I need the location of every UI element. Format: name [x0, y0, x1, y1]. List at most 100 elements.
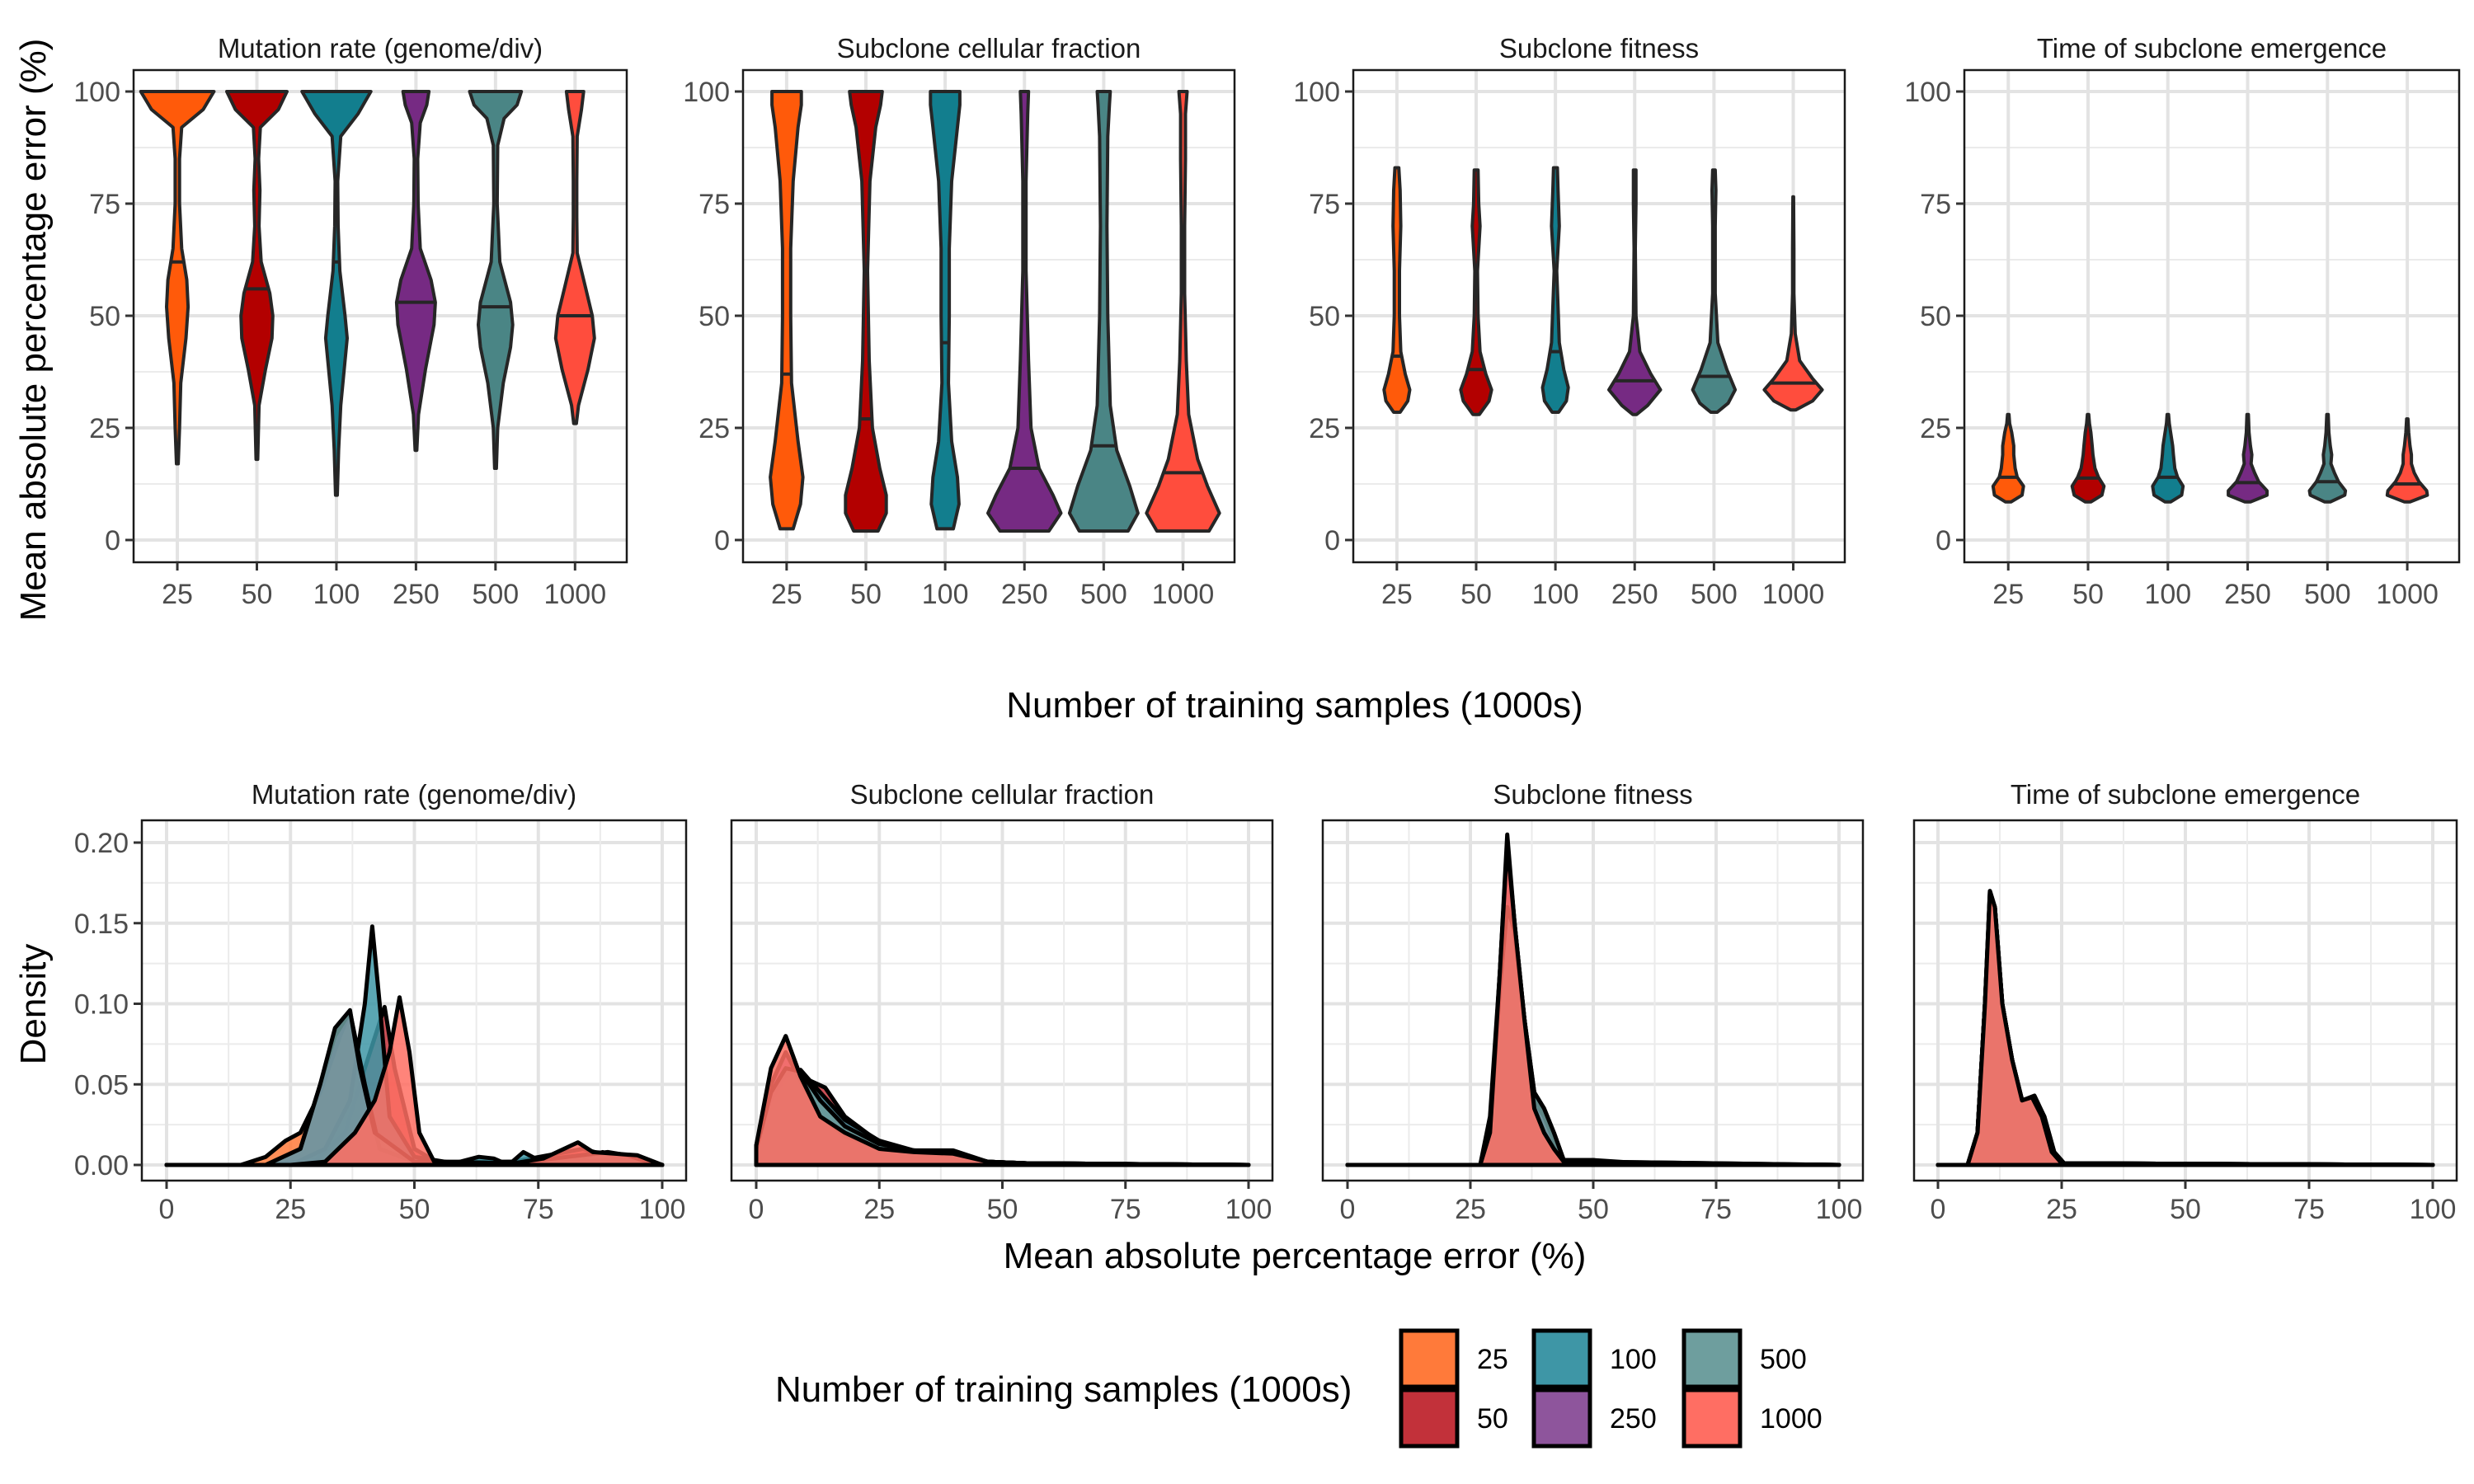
violin-50	[2070, 412, 2106, 504]
panel-title: Subclone cellular fraction	[850, 779, 1155, 810]
violin-panel-subclone-cellular-fraction: Subclone cellular fraction 0 25 50 75 100 25 50…	[683, 33, 1236, 610]
violin-100	[929, 90, 962, 531]
density-panel-mutation-rate-genome-div: Mutation rate (genome/div) 0.00 0.05 0.10 0.…	[74, 779, 688, 1225]
x-tick-label: 25	[771, 579, 802, 610]
panel-title: Subclone fitness	[1499, 33, 1699, 63]
legend-key-50	[1399, 1388, 1460, 1449]
violin-250	[1607, 168, 1663, 416]
x-tick-label: 50	[2170, 1194, 2201, 1225]
y-tick-label: 0.00	[74, 1150, 129, 1181]
density-panels: Mutation rate (genome/div) 0.00 0.05 0.10 0.…	[74, 779, 2458, 1225]
legend-key-100	[1531, 1328, 1592, 1389]
x-tick-label: 100	[2144, 579, 2191, 610]
y-tick-label: 0	[1935, 525, 1951, 556]
x-tick-label: 500	[1080, 579, 1127, 610]
bottom-x-axis-title: Mean absolute percentage error (%)	[1004, 1236, 1587, 1276]
x-tick-label: 0	[749, 1194, 764, 1225]
violin-1000	[1762, 195, 1824, 412]
x-tick-label: 25	[863, 1194, 895, 1225]
x-tick-label: 50	[987, 1194, 1018, 1225]
violin-500	[468, 90, 524, 470]
x-tick-label: 500	[472, 579, 519, 610]
legend-label: 100	[1610, 1344, 1657, 1375]
panel-title: Time of subclone emergence	[2011, 779, 2360, 810]
x-tick-label: 75	[1700, 1194, 1732, 1225]
x-tick-label: 50	[850, 579, 882, 610]
x-tick-label: 250	[393, 579, 440, 610]
y-tick-label: 100	[1293, 77, 1340, 108]
violin-100	[1540, 166, 1570, 414]
violin-25	[139, 90, 216, 466]
x-tick-label: 100	[2410, 1194, 2457, 1225]
y-tick-label: 75	[1309, 189, 1340, 220]
violin-100	[300, 90, 373, 497]
y-tick-label: 25	[1309, 413, 1340, 444]
y-tick-label: 50	[89, 301, 120, 332]
y-tick-label: 0.15	[74, 909, 129, 940]
violin-panel-subclone-fitness: Subclone fitness 0 25 50 75 100 25 50 100 250 500 1…	[1293, 33, 1846, 610]
y-tick-label: 75	[89, 189, 120, 220]
y-tick-label: 0.10	[74, 989, 129, 1021]
density-area-1000	[164, 995, 665, 1167]
x-tick-label: 100	[1816, 1194, 1863, 1225]
legend-label: 1000	[1760, 1403, 1823, 1435]
y-tick-label: 25	[1920, 413, 1951, 444]
violin-500	[1067, 90, 1140, 533]
violin-panel-time-of-subclone-emergence: Time of subclone emergence 0 25 50 75 100 25 50…	[1904, 33, 2461, 610]
x-tick-label: 75	[523, 1194, 554, 1225]
violin-250	[2227, 412, 2269, 504]
legend-label: 25	[1477, 1344, 1508, 1375]
density-area-1000	[1345, 840, 1841, 1167]
violin-500	[2307, 412, 2348, 504]
violin-panels: Mutation rate (genome/div) 0 25 50 75 100 25 50…	[73, 33, 2461, 610]
y-tick-label: 0.05	[74, 1069, 129, 1101]
x-tick-label: 25	[275, 1194, 306, 1225]
y-tick-label: 100	[73, 77, 120, 108]
y-tick-label: 75	[1920, 189, 1951, 220]
panel-title: Time of subclone emergence	[2037, 33, 2387, 63]
legend-key-500	[1681, 1328, 1743, 1389]
legend-key-1000	[1681, 1388, 1743, 1449]
violin-1000	[2385, 417, 2429, 504]
x-tick-label: 250	[1001, 579, 1048, 610]
y-tick-label: 0	[1324, 525, 1340, 556]
x-tick-label: 100	[922, 579, 969, 610]
x-tick-label: 75	[1110, 1194, 1141, 1225]
violin-250	[394, 90, 437, 453]
x-tick-label: 0	[159, 1194, 175, 1225]
legend-key-250	[1531, 1388, 1592, 1449]
legend-label: 250	[1610, 1403, 1657, 1435]
x-tick-label: 50	[1460, 579, 1492, 610]
top-x-axis-title: Number of training samples (1000s)	[1006, 685, 1583, 726]
y-tick-label: 100	[1904, 77, 1951, 108]
bottom-y-axis-title: Density	[13, 944, 54, 1065]
y-tick-label: 0	[714, 525, 730, 556]
x-tick-label: 0	[1340, 1194, 1356, 1225]
violin-panel-mutation-rate-genome-div: Mutation rate (genome/div) 0 25 50 75 100 25 50…	[73, 33, 628, 610]
x-tick-label: 1000	[543, 579, 606, 610]
x-tick-label: 500	[2304, 579, 2351, 610]
x-tick-label: 0	[1931, 1194, 1946, 1225]
violin-50	[1459, 168, 1493, 416]
panel-title: Subclone cellular fraction	[837, 33, 1141, 63]
x-tick-label: 100	[1225, 1194, 1272, 1225]
violin-25	[1991, 412, 2025, 504]
x-tick-label: 1000	[1152, 579, 1215, 610]
density-area-1000	[1935, 889, 2435, 1167]
x-tick-label: 250	[2224, 579, 2271, 610]
y-tick-label: 100	[683, 77, 730, 108]
density-panel-subclone-cellular-fraction: Subclone cellular fraction 0 25 50 75 100	[730, 779, 1274, 1225]
violin-25	[1382, 166, 1412, 414]
x-tick-label: 50	[2072, 579, 2104, 610]
legend: Number of training samples (1000s) 25 50 1…	[775, 1328, 1823, 1449]
density-panel-subclone-fitness: Subclone fitness 0 25 50 75 100	[1321, 779, 1865, 1225]
x-tick-label: 25	[162, 579, 193, 610]
panel-title: Mutation rate (genome/div)	[218, 33, 543, 63]
y-tick-label: 0	[105, 525, 120, 556]
legend-title: Number of training samples (1000s)	[775, 1369, 1352, 1410]
violin-50	[225, 90, 289, 462]
y-tick-label: 0.20	[74, 828, 129, 859]
x-tick-label: 25	[1381, 579, 1413, 610]
legend-label: 500	[1760, 1344, 1807, 1375]
